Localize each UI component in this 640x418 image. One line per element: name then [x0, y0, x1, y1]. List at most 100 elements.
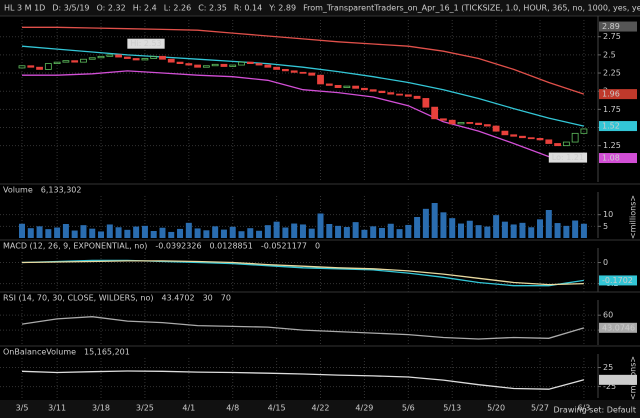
volume-bar	[528, 227, 535, 238]
volume-bar	[185, 222, 192, 238]
volume-bar	[256, 230, 263, 238]
y-tick-label: 0	[603, 258, 608, 267]
volume-bar	[335, 225, 342, 238]
volume-bar	[326, 224, 333, 238]
volume-bar	[493, 215, 500, 238]
volume-bar	[124, 229, 131, 238]
x-tick-label: 3/5	[16, 404, 29, 413]
volume-bar	[150, 231, 157, 238]
volume-bar	[378, 227, 385, 238]
candle	[501, 130, 509, 136]
price-badge	[599, 153, 637, 164]
candle	[97, 55, 105, 59]
candle	[334, 84, 342, 88]
candle	[396, 93, 403, 96]
price-badge	[599, 322, 637, 333]
volume-bar	[510, 224, 517, 238]
indicator-line	[21, 260, 584, 286]
volume-bar	[422, 208, 429, 238]
header-close: C: 2.35	[198, 4, 227, 13]
candle	[317, 74, 324, 85]
volume-bar	[106, 224, 113, 238]
candle	[361, 87, 368, 91]
volume-bar	[475, 225, 482, 238]
candle	[290, 70, 298, 73]
candle	[176, 61, 184, 64]
volume-bar	[352, 222, 359, 238]
volume-bar	[317, 213, 324, 238]
x-tick-label: 4/8	[226, 404, 239, 413]
drawing-set: Drawing set: Default	[553, 406, 636, 415]
candle	[457, 122, 465, 125]
candle	[369, 89, 377, 92]
header-open: O: 2.32	[97, 4, 126, 13]
volume-bar	[177, 228, 184, 238]
volume-bar	[264, 225, 271, 238]
readout: 15,165,201	[84, 348, 130, 357]
y-tick-label: 10	[603, 210, 613, 219]
volume-bar	[62, 224, 69, 238]
volume-bar	[405, 224, 412, 238]
header-study: From_TransparentTraders_on_Apr_16_1 (TIC…	[303, 4, 640, 13]
volume-bar	[343, 227, 350, 238]
volume-bar	[545, 210, 552, 238]
candle	[264, 64, 272, 68]
annotation-box	[127, 38, 165, 49]
badge-label: -7.3163	[602, 375, 633, 384]
panel-title: OnBalanceVolume	[3, 348, 76, 357]
volume-bar	[54, 227, 61, 238]
volume-bar	[238, 231, 245, 238]
candle	[562, 141, 570, 147]
y-tick-label: 25	[603, 363, 613, 372]
x-tick-label: 4/15	[268, 404, 286, 413]
candle	[580, 128, 588, 134]
header-bar	[0, 0, 640, 16]
x-tick-label: 4/22	[312, 404, 330, 413]
volume-bar	[396, 229, 403, 238]
volume-bar	[229, 226, 236, 238]
candle	[106, 54, 114, 57]
badge-label: 1.52	[602, 122, 620, 131]
candle	[492, 125, 500, 132]
indicator-line	[21, 370, 585, 390]
volume-bar	[194, 228, 201, 238]
readout: 70	[221, 294, 231, 303]
panel-title: Volume	[3, 186, 33, 195]
volume-bar	[440, 212, 447, 238]
candle	[448, 119, 456, 125]
candle	[132, 58, 140, 61]
candle	[88, 57, 96, 60]
candle	[185, 63, 193, 66]
volume-bar	[572, 220, 579, 238]
y-tick-label: 2.25	[603, 69, 621, 78]
candle	[440, 118, 447, 121]
candle	[466, 122, 474, 124]
candle	[536, 138, 544, 141]
y-tick-label: 2.75	[603, 32, 621, 41]
volume-bar	[273, 221, 280, 238]
candle	[27, 65, 35, 68]
readout: -0.0392326	[155, 242, 201, 251]
candle	[62, 60, 70, 63]
candle	[238, 61, 245, 66]
y-tick-label: 1.25	[603, 141, 621, 150]
header-low: L: 2.26	[164, 4, 192, 13]
volume-bar	[361, 229, 368, 238]
volume-bar	[519, 222, 526, 238]
volume-bar	[80, 225, 87, 238]
volume-bar	[387, 223, 394, 238]
candle	[554, 143, 561, 147]
panel-title: MACD (12, 26, 9, EXPONENTIAL, no)	[3, 242, 147, 251]
candle	[343, 85, 351, 88]
price-badge	[599, 374, 637, 385]
volume-bar	[291, 223, 298, 238]
candle	[211, 63, 219, 67]
x-tick-label: 4/1	[182, 404, 195, 413]
volume-bar	[414, 217, 421, 238]
candle	[519, 135, 526, 139]
candle	[159, 55, 166, 60]
candle	[404, 94, 412, 97]
volume-bar	[299, 224, 306, 238]
volume-bar	[449, 218, 456, 238]
